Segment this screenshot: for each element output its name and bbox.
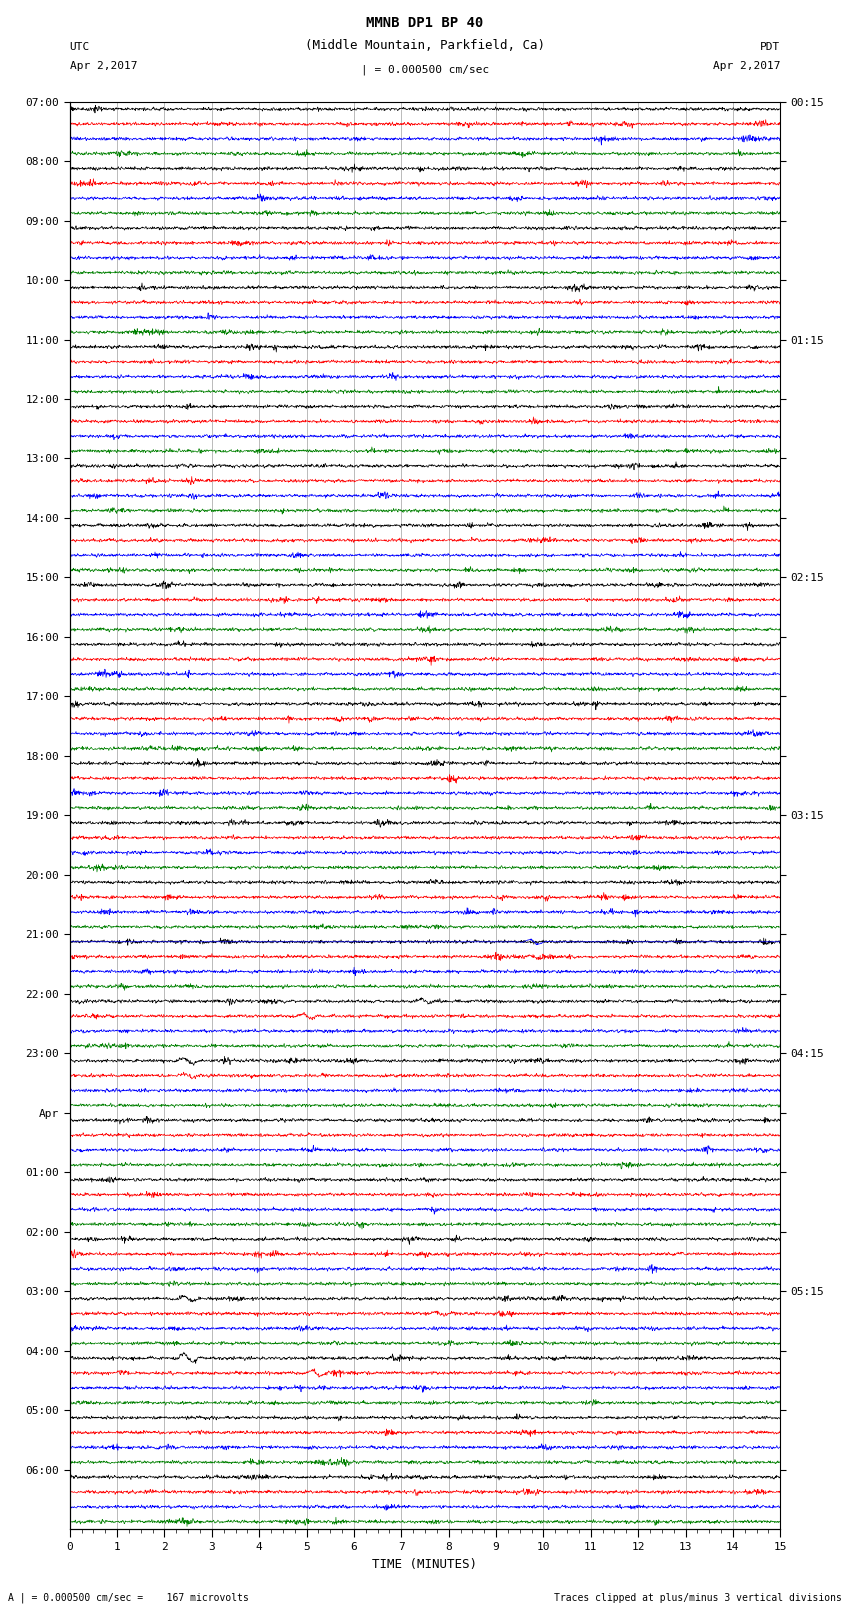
Text: Apr 2,2017: Apr 2,2017 [713, 61, 780, 71]
Text: (Middle Mountain, Parkfield, Ca): (Middle Mountain, Parkfield, Ca) [305, 39, 545, 52]
Text: | = 0.000500 cm/sec: | = 0.000500 cm/sec [361, 65, 489, 76]
Text: A | = 0.000500 cm/sec =    167 microvolts: A | = 0.000500 cm/sec = 167 microvolts [8, 1592, 249, 1603]
Text: PDT: PDT [760, 42, 780, 52]
Text: Apr 2,2017: Apr 2,2017 [70, 61, 137, 71]
Text: MMNB DP1 BP 40: MMNB DP1 BP 40 [366, 16, 484, 31]
Text: UTC: UTC [70, 42, 90, 52]
X-axis label: TIME (MINUTES): TIME (MINUTES) [372, 1558, 478, 1571]
Text: Traces clipped at plus/minus 3 vertical divisions: Traces clipped at plus/minus 3 vertical … [553, 1594, 842, 1603]
